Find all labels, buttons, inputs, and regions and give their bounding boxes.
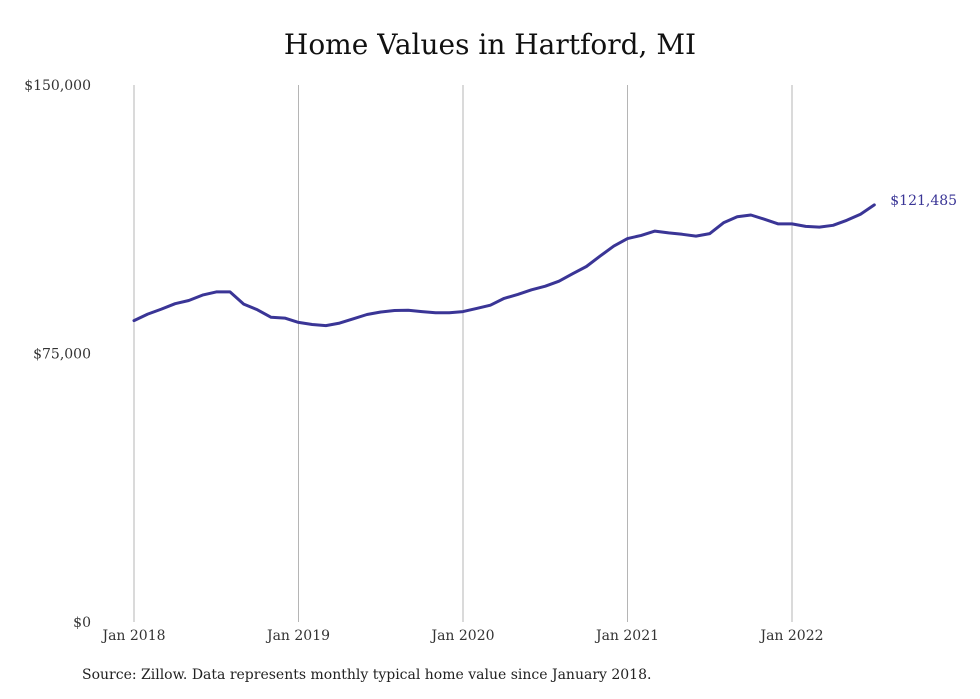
x-tick-label: Jan 2022 [758,628,823,644]
series-line [132,203,876,328]
y-tick-label: $150,000 [24,78,91,94]
series-line-home-values [132,203,876,328]
chart-title: Home Values in Hartford, MI [283,28,697,61]
y-axis-ticks: $0 $75,000 $150,000 [24,78,91,631]
x-tick-label: Jan 2018 [100,628,165,644]
x-tick-label: Jan 2020 [429,628,494,644]
gridlines [133,85,793,622]
x-tick-label: Jan 2021 [594,628,659,644]
end-value-label: $121,485 [890,193,957,209]
x-tick-label: Jan 2019 [265,628,330,644]
y-tick-label: $0 [73,615,91,631]
end-label-layer: $121,485 [890,193,957,209]
y-tick-label: $75,000 [33,347,91,363]
x-axis-ticks: Jan 2018 Jan 2019 Jan 2020 Jan 2021 Jan 2022 [100,628,823,644]
source-note: Source: Zillow. Data represents monthly … [82,667,652,683]
